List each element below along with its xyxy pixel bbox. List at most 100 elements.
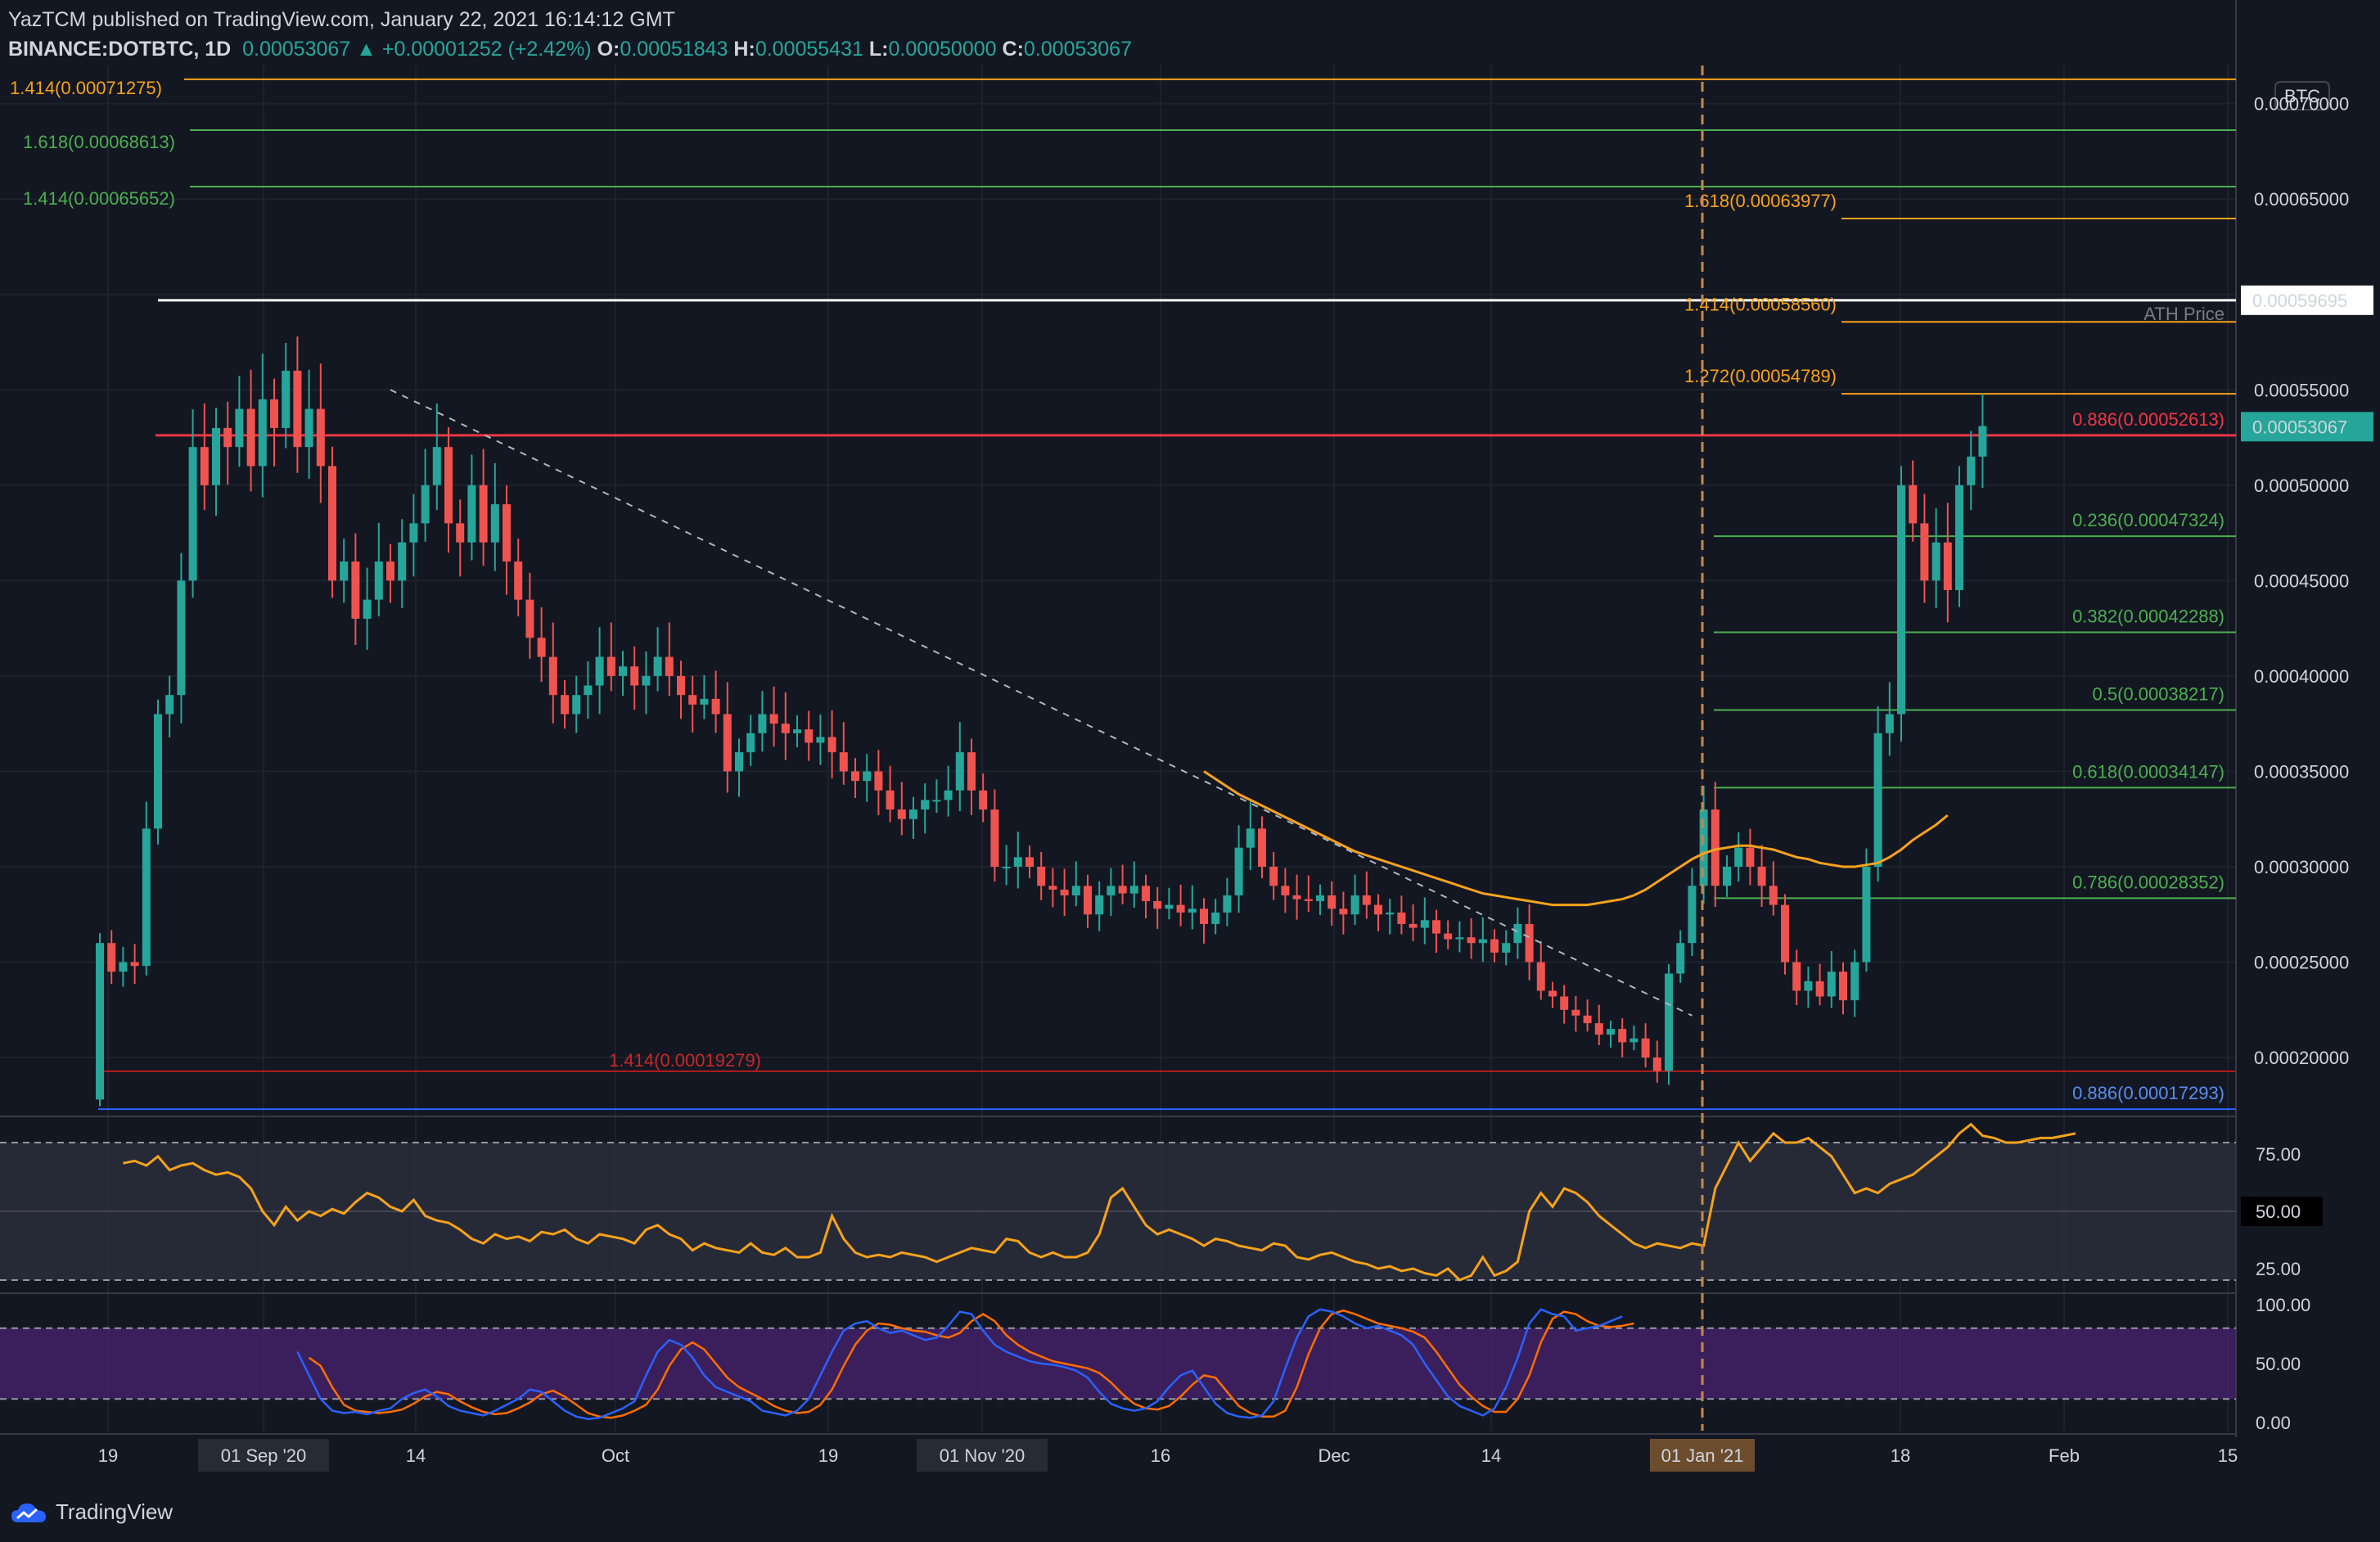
candle-body bbox=[781, 724, 790, 733]
candle-body bbox=[1362, 895, 1371, 905]
candle-body bbox=[1850, 962, 1859, 1001]
time-tick: 19 bbox=[818, 1445, 838, 1466]
candle-body bbox=[990, 809, 999, 867]
time-tick: Oct bbox=[602, 1445, 629, 1466]
stoch-k-line bbox=[296, 1308, 1623, 1420]
stoch-tick: 100.00 bbox=[2256, 1295, 2310, 1315]
candle-body bbox=[1955, 485, 1963, 590]
candle-body bbox=[398, 542, 407, 581]
candle-body bbox=[746, 733, 755, 753]
candle-body bbox=[1084, 886, 1092, 915]
candle-body bbox=[561, 695, 569, 715]
candle-body bbox=[851, 771, 859, 782]
candle-body bbox=[1467, 937, 1476, 944]
candle-body bbox=[479, 485, 488, 543]
fib-label: 1.618(0.00068613) bbox=[23, 132, 175, 152]
candle-body bbox=[1397, 912, 1406, 924]
candle-body bbox=[688, 695, 697, 705]
candle-body bbox=[1862, 866, 1871, 963]
low-label: L: bbox=[868, 38, 889, 61]
open-label: O: bbox=[597, 38, 620, 61]
candle-body bbox=[1281, 886, 1290, 895]
candle-body bbox=[328, 466, 336, 581]
candle-body bbox=[1536, 962, 1545, 991]
candle-body bbox=[1246, 828, 1255, 848]
candle-body bbox=[1234, 847, 1243, 895]
candle-body bbox=[1885, 714, 1894, 733]
price-tick: 0.00025000 bbox=[2254, 953, 2349, 973]
fib-label: 0.618(0.00034147) bbox=[2072, 761, 2224, 782]
candle-body bbox=[503, 504, 511, 562]
time-tick: 15 bbox=[2218, 1445, 2238, 1466]
low-value: 0.00050000 bbox=[888, 38, 997, 61]
candle-body bbox=[119, 962, 128, 972]
candle-body bbox=[1909, 485, 1918, 524]
fib-label: 0.886(0.00052613) bbox=[2072, 409, 2224, 430]
candle-body bbox=[363, 599, 372, 619]
currency-label: BTC bbox=[2284, 86, 2320, 106]
candle-body bbox=[456, 523, 465, 543]
candle-body bbox=[1060, 889, 1069, 895]
candle-body bbox=[1432, 920, 1440, 934]
time-tick: 01 Nov '20 bbox=[940, 1445, 1025, 1466]
candle-body bbox=[1839, 972, 1847, 1001]
candle-body bbox=[1676, 943, 1685, 974]
high-label: H: bbox=[733, 38, 755, 61]
price-axis[interactable]: BTC0.000700000.000650000.000600000.00055… bbox=[2241, 81, 2373, 1068]
candle-body bbox=[142, 828, 151, 967]
candle-body bbox=[1873, 733, 1882, 867]
candle-body bbox=[1560, 996, 1569, 1010]
candle-body bbox=[1688, 886, 1697, 944]
fib-label: 0.886(0.00017293) bbox=[2072, 1083, 2224, 1103]
candle-body bbox=[606, 656, 615, 676]
candle-body bbox=[1188, 909, 1197, 913]
candle-body bbox=[1200, 909, 1208, 924]
symbol-name: BINANCE:DOTBTC, 1D bbox=[8, 38, 232, 61]
high-value: 0.00055431 bbox=[755, 38, 863, 61]
stoch-tick: 50.00 bbox=[2256, 1354, 2301, 1374]
candle-body bbox=[921, 800, 930, 810]
candle-body bbox=[653, 656, 662, 676]
overlays bbox=[390, 65, 1949, 1431]
rsi-tick: 50.00 bbox=[2256, 1202, 2301, 1222]
candle-body bbox=[1665, 973, 1673, 1071]
candle-body bbox=[1118, 886, 1127, 894]
candle-body bbox=[351, 561, 360, 619]
candle-body bbox=[1037, 866, 1046, 886]
candle-body bbox=[386, 561, 394, 581]
rsi-value-tag bbox=[2241, 1197, 2323, 1226]
candle-body bbox=[955, 752, 964, 791]
candle-body bbox=[816, 737, 825, 743]
rsi-tick: 75.00 bbox=[2256, 1144, 2301, 1165]
candle-body bbox=[212, 427, 220, 485]
candle-body bbox=[1734, 847, 1743, 867]
candle-body bbox=[769, 714, 778, 724]
fib-label: 1.414(0.00019279) bbox=[609, 1050, 761, 1071]
fib-label: 1.414(0.00058560) bbox=[1684, 294, 1837, 314]
rsi-tick: 25.00 bbox=[2256, 1259, 2301, 1279]
candle-body bbox=[293, 370, 302, 448]
candle-body bbox=[1176, 904, 1185, 913]
candle-body bbox=[827, 737, 836, 753]
candle-body bbox=[1711, 809, 1720, 886]
candle-body bbox=[548, 656, 557, 696]
candle-body bbox=[421, 485, 430, 524]
candle-body bbox=[1607, 1029, 1615, 1035]
candle-body bbox=[665, 656, 674, 676]
candle-body bbox=[223, 427, 232, 448]
price-tag bbox=[2241, 412, 2373, 442]
price-tick: 0.00035000 bbox=[2254, 761, 2349, 782]
candle-body bbox=[1571, 1009, 1580, 1016]
fib-label: 1.414(0.00065652) bbox=[23, 188, 175, 209]
tradingview-cloud-icon bbox=[11, 1503, 46, 1522]
candle-body bbox=[467, 485, 476, 543]
price-tick: 0.00055000 bbox=[2254, 380, 2349, 400]
candle-body bbox=[1386, 912, 1395, 915]
candle-body bbox=[1525, 923, 1534, 963]
time-axis[interactable]: 19 01 Sep '20 14 Oct 19 01 Nov '20 16 Dec 14 01 J… bbox=[98, 1439, 2238, 1472]
candle-body bbox=[1897, 485, 1905, 715]
candle-body bbox=[1409, 923, 1418, 928]
candle-body bbox=[1258, 828, 1266, 867]
fib-label: ATH Price bbox=[2143, 304, 2224, 324]
